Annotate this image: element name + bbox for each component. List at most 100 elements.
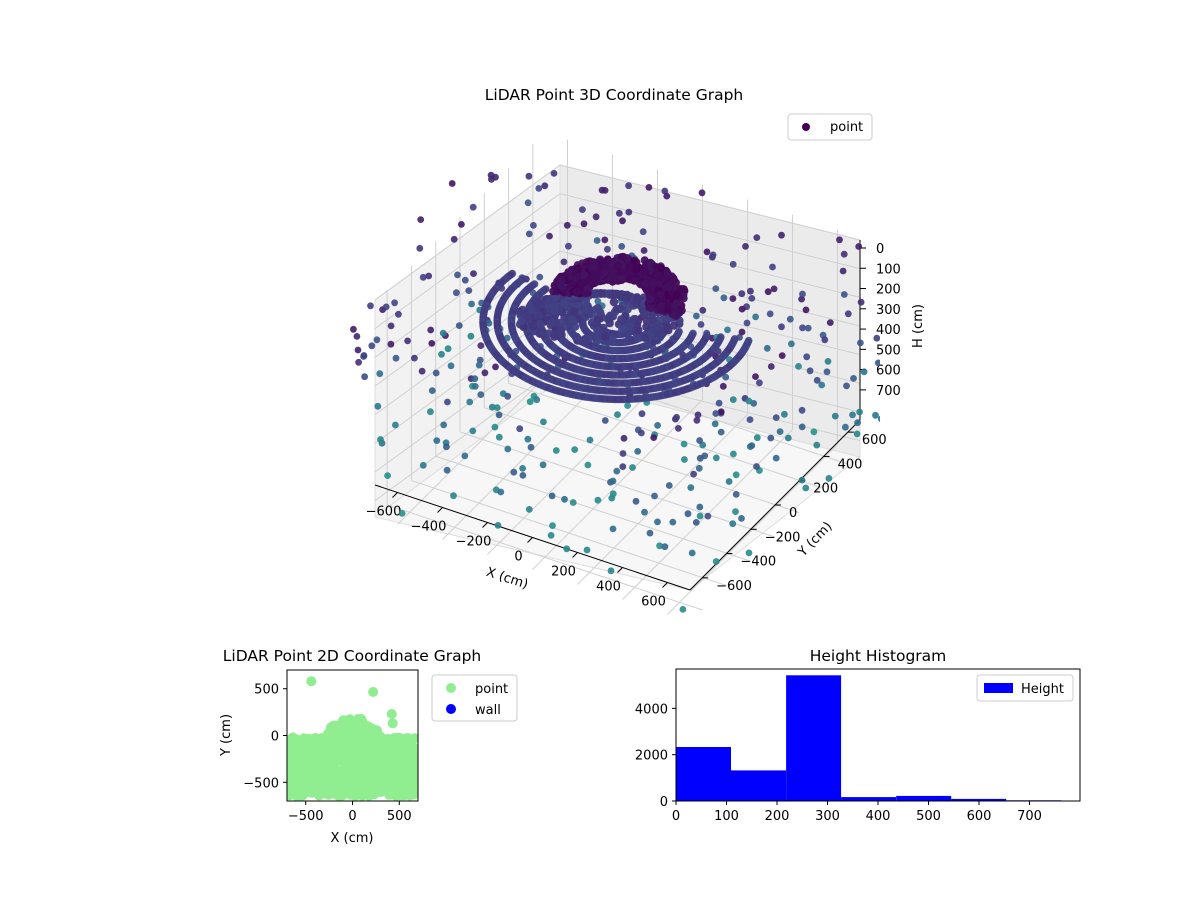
point-3d [772, 414, 780, 421]
point-3d [719, 382, 727, 390]
point-3d [477, 391, 485, 398]
point-3d [337, 322, 344, 329]
y-tick-label-3d: 0 [789, 506, 797, 521]
point-3d-mound [669, 321, 679, 330]
point-3d [781, 410, 788, 418]
point-3d [518, 133, 525, 140]
y-tick-label-3d: 600 [862, 433, 887, 448]
grid-line-z-left [374, 164, 561, 301]
point-3d-canopy [631, 265, 640, 274]
point-3d [770, 285, 778, 293]
point-3d-mound [543, 311, 552, 321]
point-3d [654, 422, 661, 429]
point-3d [712, 558, 720, 565]
point-3d [497, 488, 505, 496]
point-3d [539, 461, 547, 469]
point-3d-mound [544, 296, 554, 306]
point-3d-mound [591, 289, 600, 298]
point-3d [504, 392, 512, 400]
point-3d [656, 542, 663, 550]
y-tick-label-3d: 200 [813, 482, 838, 497]
x-tick-3d [662, 582, 668, 588]
x-tick-label-histogram: 400 [866, 809, 891, 824]
x-tick-label-histogram: 0 [672, 809, 680, 824]
grid-line-y [484, 407, 800, 514]
point-3d [384, 472, 391, 479]
point-3d-canopy [641, 279, 650, 288]
point-3d-canopy [668, 278, 677, 287]
point-3d-canopy [646, 295, 655, 304]
point-3d [494, 522, 502, 529]
point-2d [383, 743, 394, 754]
point-3d-canopy [609, 266, 617, 275]
grid-line-y [508, 382, 824, 489]
x-tick-label-histogram: 700 [1017, 809, 1042, 824]
point-3d-mound [604, 314, 614, 323]
point-3d-mound [551, 304, 560, 313]
legend-histogram: Height [976, 674, 1074, 702]
point-3d [640, 247, 648, 254]
point-2d [287, 751, 296, 762]
point-3d [693, 312, 700, 320]
point-3d [355, 358, 362, 366]
z-tick-label-3d: 700 [876, 384, 901, 399]
point-3d [468, 300, 475, 308]
point-3d [823, 368, 831, 376]
point-3d [471, 383, 479, 390]
point-3d-canopy [672, 291, 681, 300]
point-3d [753, 434, 761, 442]
point-3d [492, 173, 499, 181]
point-3d [776, 428, 784, 435]
points-3d [337, 133, 880, 613]
point-3d [607, 567, 615, 575]
point-3d-canopy [656, 302, 665, 311]
point-3d [398, 510, 406, 517]
point-2d [401, 733, 412, 744]
chart-3d: LiDAR Point 3D Coordinate Graph −600 −400… [337, 86, 926, 615]
z-axis-label-3d: H (cm) [911, 304, 926, 348]
point-3d-mound [572, 332, 581, 342]
point-3d [798, 423, 806, 431]
point-3d [625, 208, 633, 216]
x-tick-3d [527, 537, 533, 543]
histogram-bar [951, 798, 1007, 801]
point-3d-mound [568, 315, 577, 324]
point-3d-ring [730, 335, 739, 343]
x-tick-label-3d: 200 [551, 565, 576, 580]
point-3d [535, 185, 543, 192]
chart-3d-title: LiDAR Point 3D Coordinate Graph [485, 86, 743, 104]
point-3d [443, 466, 451, 474]
point-3d [425, 272, 433, 280]
point-2d [287, 790, 295, 801]
x-tick-label-histogram: 200 [765, 809, 790, 824]
ticks-3d: −600−400−2000200400600−600−400−200020040… [366, 242, 901, 610]
point-3d [712, 410, 720, 417]
grid-line-z-back [559, 221, 861, 298]
point-2d [384, 788, 395, 799]
point-2d [352, 773, 363, 784]
point-3d [470, 270, 477, 277]
point-3d [492, 363, 499, 371]
point-2d [364, 733, 375, 744]
point-3d [481, 369, 489, 377]
point-3d [601, 236, 609, 244]
point-3d [764, 288, 772, 296]
point-3d [693, 416, 701, 424]
point-3d [536, 273, 544, 281]
point-3d-canopy [662, 302, 671, 311]
y-tick-label-histogram: 2000 [635, 749, 668, 764]
point-3d [856, 408, 863, 416]
point-3d [857, 298, 865, 306]
grid-line-z-back [559, 193, 861, 270]
point-3d [579, 206, 586, 214]
point-3d-mound [556, 326, 566, 335]
x-tick-label-3d: 600 [641, 595, 666, 610]
histogram-title: Height Histogram [810, 647, 947, 665]
point-3d [455, 322, 463, 329]
point-3d [729, 260, 737, 268]
point-3d [634, 448, 642, 455]
point-3d [788, 340, 795, 348]
point-3d [615, 209, 623, 217]
legend-2d-label-point: point [475, 682, 508, 697]
y-tick-label-3d: −600 [716, 579, 752, 594]
